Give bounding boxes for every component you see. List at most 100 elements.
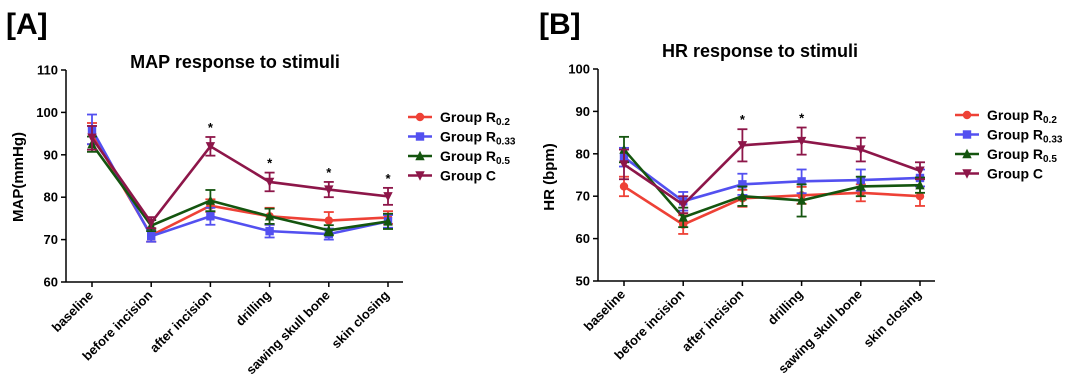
significance-marker-b: *	[799, 111, 805, 126]
series-line-a	[90, 128, 389, 238]
y-tick-label-b: 60	[576, 231, 590, 246]
series-line-b	[623, 156, 921, 203]
legend-item-group-r0-2-a: Group R0.2	[408, 109, 510, 128]
legend-swatch-marker-b	[962, 169, 972, 179]
series-line-b	[623, 139, 921, 207]
legend-item-group-c-a: Group C	[408, 168, 496, 184]
chart-title-b: HR response to stimuli	[662, 41, 858, 61]
data-point-b	[737, 191, 748, 201]
series-line-b	[623, 148, 921, 219]
x-tick-label-b: baseline	[581, 287, 628, 334]
significance-marker-a: *	[267, 156, 273, 171]
x-tick-label-b: drilling	[764, 286, 805, 327]
data-point-a	[324, 216, 333, 225]
series-line-a	[90, 132, 389, 238]
data-point-a	[383, 192, 393, 202]
y-tick-label-b: 50	[576, 274, 590, 289]
legend-swatch-marker-a	[415, 171, 425, 181]
legend-item-group-r0-2-b: Group R0.2	[955, 107, 1057, 126]
data-point-b	[737, 141, 748, 151]
x-tick-label-a: skin closing	[328, 287, 392, 351]
series-line-b	[623, 185, 921, 227]
y-tick-label-a: 60	[44, 275, 58, 290]
legend-swatch-marker-a	[415, 132, 425, 141]
y-tick-label-a: 100	[36, 105, 58, 120]
legend-swatch-marker-b	[962, 110, 972, 120]
data-point-b	[678, 212, 688, 222]
data-point-a	[206, 212, 215, 221]
y-tick-label-a: 80	[44, 190, 58, 205]
data-point-a	[324, 185, 334, 195]
legend-item-group-r0-33-b: Group R0.33	[955, 127, 1063, 146]
data-point-a	[87, 133, 97, 144]
data-point-a	[205, 142, 216, 152]
significance-marker-b: *	[740, 112, 746, 127]
legend-swatch-marker-b	[962, 130, 972, 139]
data-point-b	[619, 160, 629, 170]
legend-label-b: Group R0.5	[987, 146, 1057, 165]
series-line-a	[90, 137, 389, 225]
data-point-a	[324, 225, 334, 235]
series-group-r0-33-a	[87, 113, 393, 243]
y-tick-label-a: 110	[37, 63, 58, 78]
legend-swatch-marker-a	[415, 112, 425, 122]
data-point-b	[856, 145, 866, 155]
data-point-b	[738, 180, 747, 189]
significance-marker-a: *	[326, 165, 332, 180]
data-point-a	[383, 216, 393, 226]
y-tick-label-b: 100	[568, 62, 590, 77]
panel-label-b: [B]	[539, 8, 581, 41]
x-tick-label-a: after incision	[147, 287, 215, 355]
series-group-r0-5-b	[619, 135, 925, 229]
legend-label-a: Group R0.33	[440, 129, 516, 148]
series-group-c-a	[87, 125, 393, 230]
data-point-a	[146, 218, 156, 228]
data-point-a	[205, 195, 216, 205]
chart-title-a: MAP response to stimuli	[130, 52, 340, 72]
series-line-a	[90, 143, 389, 232]
panel-b: [B] HR response to stimuli HR (bpm) 50 60…	[539, 8, 1063, 376]
y-tick-label-b: 70	[576, 189, 590, 204]
legend-swatch-marker-a	[415, 150, 425, 161]
x-tick-label-b: after incision	[679, 286, 747, 354]
significance-marker-a: *	[208, 120, 214, 135]
legend-item-group-r0-5-a: Group R0.5	[408, 148, 510, 167]
x-tick-label-b: skin closing	[860, 286, 924, 350]
y-axis-label-a: MAP(mmHg)	[10, 132, 27, 222]
legend-label-a: Group C	[440, 168, 496, 184]
legend-label-a: Group R0.2	[440, 109, 510, 128]
legend-label-b: Group R0.2	[987, 107, 1057, 126]
data-point-b	[796, 136, 807, 147]
legend-label-b: Group C	[987, 166, 1043, 182]
panel-a: [A] MAP response to stimuli MAP(mmHg) 60…	[6, 8, 516, 377]
data-point-b	[915, 192, 925, 201]
data-point-b	[856, 181, 866, 191]
y-tick-label-b: 80	[576, 146, 590, 161]
y-tick-label-a: 70	[44, 232, 58, 247]
data-point-b	[915, 166, 925, 176]
legend-label-a: Group R0.5	[440, 148, 510, 167]
data-point-b	[619, 182, 629, 191]
data-point-b	[915, 179, 925, 190]
data-point-a	[264, 177, 275, 188]
y-axis-label-b: HR (bpm)	[541, 143, 558, 211]
data-point-a	[264, 211, 275, 221]
y-tick-label-b: 90	[576, 104, 590, 119]
data-point-b	[796, 195, 807, 205]
panel-label-a: [A]	[6, 8, 48, 41]
x-tick-label-a: drilling	[232, 287, 273, 328]
data-point-a	[265, 226, 274, 236]
data-point-b	[797, 177, 806, 186]
legend-item-group-r0-33-a: Group R0.33	[408, 129, 516, 148]
legend-swatch-marker-b	[962, 148, 972, 159]
y-tick-label-a: 90	[44, 147, 58, 162]
legend-label-b: Group R0.33	[987, 127, 1063, 146]
significance-marker-a: *	[385, 171, 391, 186]
x-tick-label-a: baseline	[49, 288, 96, 335]
data-point-a	[147, 232, 156, 241]
series-group-c-b	[619, 126, 925, 215]
